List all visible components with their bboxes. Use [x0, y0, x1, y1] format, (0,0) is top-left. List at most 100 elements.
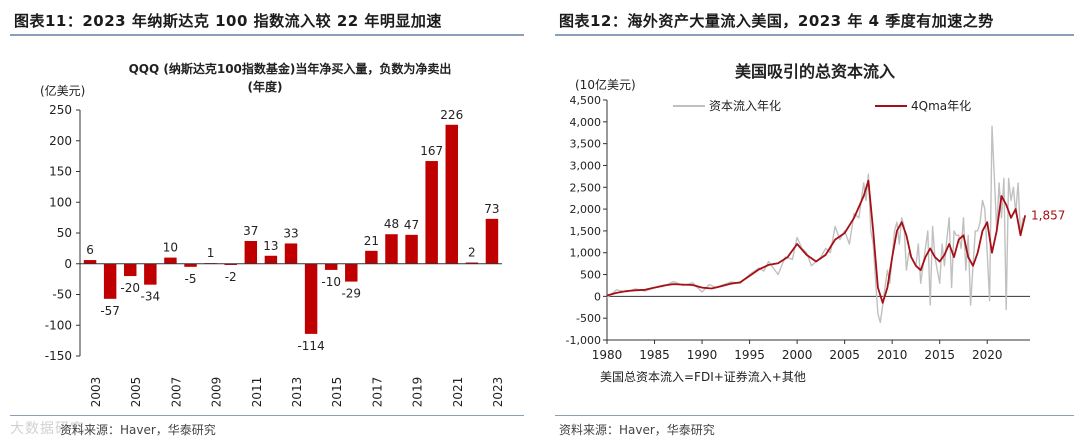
- x-tick-label: 2019: [411, 377, 425, 408]
- bar-2013: [284, 243, 298, 264]
- y-tick-label: 50: [57, 226, 72, 240]
- y-tick-label: 0: [594, 290, 601, 303]
- bar-2022: [465, 262, 479, 264]
- bar-2005: [124, 263, 137, 277]
- x-tick-label: 2005: [129, 377, 143, 408]
- x-tick-label: 1985: [639, 348, 670, 362]
- y-tick-label: 4,500: [570, 94, 602, 107]
- bar-2021: [445, 124, 458, 264]
- x-tick-label: 1980: [592, 348, 623, 362]
- bar-2010: [224, 263, 237, 265]
- end-value-label: 1,857: [1031, 208, 1065, 222]
- series-line-4qma-annualized: [606, 179, 1027, 304]
- bar-2007: [164, 257, 177, 264]
- figure-12-top-rule: [555, 34, 1074, 36]
- series-line-capital-inflow-annualized: [606, 125, 1024, 324]
- data-label-2016: -29: [341, 287, 361, 301]
- y-tick-label: 500: [580, 269, 601, 282]
- y-tick-label: 1,000: [570, 247, 602, 260]
- data-label-2011: 37: [243, 224, 258, 238]
- bar-2020: [425, 161, 438, 264]
- figure-12-label: 图表12：: [559, 12, 628, 30]
- data-label-2017: 21: [364, 234, 379, 248]
- bar-2016: [345, 263, 358, 282]
- y-axis-label: (亿美元): [40, 83, 85, 98]
- bar-2023: [485, 218, 499, 264]
- x-tick-label: 2003: [89, 377, 103, 408]
- figure-11-top-rule: [10, 34, 524, 36]
- data-label-2010: -2: [225, 270, 237, 284]
- x-tick-label: 2015: [924, 348, 955, 362]
- x-tick-label: 2000: [782, 348, 813, 362]
- bar-2006: [144, 263, 157, 285]
- watermark-logo: 大数据研究: [10, 421, 85, 437]
- y-tick-label: 2,500: [570, 181, 602, 194]
- figure-11-bottom-rule: [10, 415, 524, 416]
- bar-2003: [83, 260, 97, 264]
- x-tick-label: 2023: [491, 377, 505, 408]
- chart-title: 美国吸引的总资本流入: [735, 62, 895, 81]
- y-tick-label: 4,000: [570, 116, 602, 129]
- x-tick-label: 2021: [451, 377, 465, 408]
- y-tick-label: 0: [64, 257, 72, 271]
- y-tick-label: -100: [45, 318, 72, 332]
- figure-11-title: 2023 年纳斯达克 100 指数流入较 22 年明显加速: [82, 12, 442, 30]
- bar-2008: [184, 263, 197, 267]
- y-tick-label: 2,000: [570, 203, 602, 216]
- x-tick-label: 2017: [370, 377, 384, 408]
- data-label-2006: -34: [141, 290, 161, 304]
- x-tick-label: 2013: [290, 377, 304, 408]
- y-tick-label: 200: [49, 134, 72, 148]
- data-label-2008: -5: [185, 272, 197, 286]
- x-tick-label: 1990: [687, 348, 718, 362]
- chart-subtitle: (年度): [248, 79, 283, 94]
- x-tick-label: 2015: [330, 377, 344, 408]
- data-label-2018: 48: [384, 217, 399, 231]
- bar-2015: [324, 263, 338, 270]
- bar-2012: [264, 255, 278, 264]
- bar-2011: [244, 240, 258, 264]
- figure-11-source: 资料来源：Haver，华泰研究: [60, 423, 216, 437]
- y-tick-label: 100: [49, 195, 72, 209]
- data-label-2021: 226: [440, 108, 463, 122]
- y-tick-label: -1,000: [566, 334, 601, 347]
- y-tick-label: -50: [52, 288, 72, 302]
- data-label-2022: 2: [468, 246, 476, 260]
- legend: 资本流入年化 4Qma年化: [673, 99, 971, 113]
- data-label-2015: -10: [321, 275, 341, 289]
- x-tick-label: 2005: [829, 348, 860, 362]
- bar-2004: [103, 263, 117, 299]
- data-label-2005: -20: [120, 281, 140, 295]
- chart-note: 美国总资本流入=FDI+证券流入+其他: [600, 369, 806, 384]
- data-label-2003: 6: [86, 243, 94, 257]
- data-label-2012: 13: [263, 239, 278, 253]
- x-tick-label: 1995: [734, 348, 765, 362]
- data-label-2004: -57: [100, 304, 120, 318]
- data-label-2007: 10: [163, 241, 178, 255]
- y-tick-label: 1,500: [570, 225, 602, 238]
- x-tick-label: 2010: [877, 348, 908, 362]
- bar-2017: [365, 250, 378, 264]
- figure-11-heading: 图表11：2023 年纳斯达克 100 指数流入较 22 年明显加速: [14, 10, 442, 31]
- data-label-2009: 1: [207, 246, 215, 260]
- data-label-2020: 167: [420, 144, 443, 158]
- figure-11-label: 图表11：: [14, 12, 83, 30]
- figure-12-title: 海外资产大量流入美国，2023 年 4 季度有加速之势: [627, 12, 994, 30]
- x-tick-label: 2011: [250, 377, 264, 408]
- y-axis-label: (10亿美元): [575, 77, 636, 92]
- figure-12-source: 资料来源：Haver，华泰研究: [559, 423, 715, 437]
- figure-12-heading: 图表12：海外资产大量流入美国，2023 年 4 季度有加速之势: [559, 10, 994, 31]
- legend-label: 资本流入年化: [709, 99, 781, 113]
- y-tick-label: 150: [49, 165, 72, 179]
- x-tick-label: 2007: [169, 377, 183, 408]
- data-label-2019: 47: [404, 218, 419, 232]
- data-label-2014: -114: [297, 339, 324, 353]
- qqq-bar-chart: QQQ (纳斯达克100指数基金)当年净买入量，负数为净卖出 (年度) (亿美元) -…: [40, 61, 505, 408]
- legend-label: 4Qma年化: [911, 99, 971, 113]
- data-label-2023: 73: [484, 202, 499, 216]
- y-tick-label: -150: [45, 349, 72, 363]
- data-label-2013: 33: [283, 226, 298, 240]
- y-tick-label: 3,000: [570, 159, 602, 172]
- figure-11-panel: 图表11：2023 年纳斯达克 100 指数流入较 22 年明显加速 QQQ (…: [0, 0, 530, 447]
- y-tick-label: -500: [576, 312, 601, 325]
